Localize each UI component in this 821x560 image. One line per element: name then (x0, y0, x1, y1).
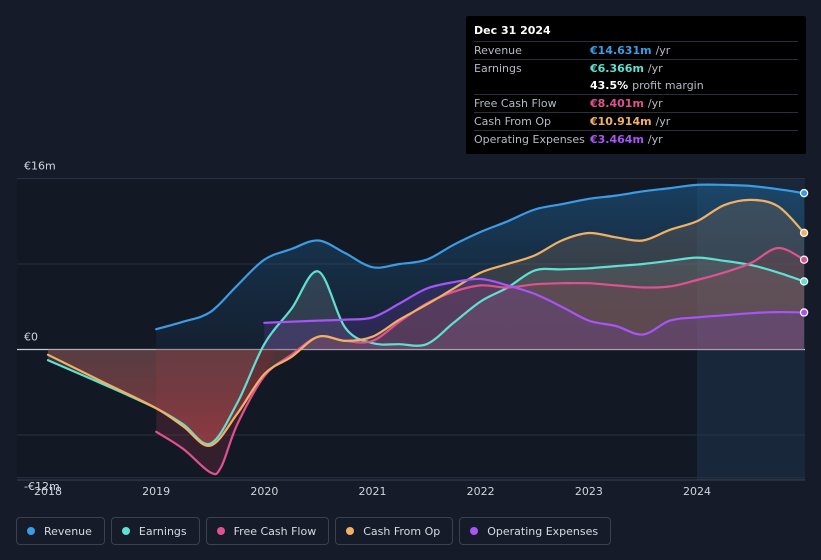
revenue-line (155, 183, 806, 331)
tooltip-label: Earnings (474, 62, 522, 75)
free-cash-flow-area (156, 247, 805, 475)
free-cash-flow-line (155, 246, 806, 476)
tooltip-unit: /yr (647, 97, 663, 110)
operating-expenses-area (264, 278, 805, 350)
legend-dot-icon (27, 527, 35, 535)
tooltip-unit: /yr (647, 62, 663, 75)
tooltip-value: €8.401m (590, 97, 644, 110)
revenue-end-marker (799, 188, 809, 198)
legend-item-cash-from-op[interactable]: Cash From Op (335, 517, 454, 545)
tooltip-panel: Dec 31 2024 Revenue €14.631m /yr Earning… (466, 16, 806, 154)
tooltip-row-earnings: Earnings €6.366m /yr (474, 59, 798, 77)
y-axis-tick-label: €0 (24, 331, 38, 344)
tooltip-value: 43.5% (590, 79, 629, 92)
tooltip-row-profit-margin: 43.5% profit margin (474, 77, 798, 94)
tooltip-label: Free Cash Flow (474, 97, 557, 110)
tooltip-label: Cash From Op (474, 115, 552, 128)
x-axis-tick-label: 2024 (683, 485, 711, 498)
tooltip-date: Dec 31 2024 (474, 24, 551, 37)
x-axis-tick-label: 2023 (575, 485, 603, 498)
tooltip-value: €10.914m (590, 115, 652, 128)
legend-item-free-cash-flow[interactable]: Free Cash Flow (205, 517, 330, 545)
revenue-area (156, 184, 805, 350)
y-axis-tick-label: €16m (24, 160, 56, 173)
earnings-line (46, 256, 806, 446)
legend-label: Free Cash Flow (233, 524, 317, 538)
cash-from-op-end-marker (799, 228, 809, 238)
legend-item-revenue[interactable]: Revenue (16, 517, 105, 545)
tooltip-row-revenue: Revenue €14.631m /yr (474, 41, 798, 59)
operating-expenses-end-marker (799, 308, 809, 317)
tooltip-value: €3.464m (590, 133, 644, 146)
x-axis-tick-label: 2022 (467, 485, 495, 498)
tooltip-value: €6.366m (590, 62, 644, 75)
tooltip-label (474, 77, 590, 94)
legend-label: Cash From Op (363, 524, 441, 538)
legend-item-earnings[interactable]: Earnings (110, 517, 200, 545)
earnings-end-marker (799, 277, 809, 286)
legend-label: Earnings (138, 524, 187, 538)
x-axis-tick-label: 2020 (250, 485, 278, 498)
tooltip-unit: /yr (655, 115, 671, 128)
tooltip-row-operating-expenses: Operating Expenses €3.464m /yr (474, 130, 798, 148)
tooltip-unit: /yr (655, 44, 671, 57)
tooltip-unit: /yr (647, 133, 663, 146)
tooltip-label: Revenue (474, 44, 522, 57)
x-axis-tick-label: 2019 (142, 485, 170, 498)
legend-item-operating-expenses[interactable]: Operating Expenses (459, 517, 612, 545)
tooltip-label: Operating Expenses (474, 133, 585, 146)
tooltip-value: €14.631m (590, 44, 652, 57)
tooltip-row-free-cash-flow: Free Cash Flow €8.401m /yr (474, 94, 798, 112)
x-axis-tick-label: 2018 (34, 485, 62, 498)
legend-dot-icon (216, 527, 225, 535)
legend-label: Operating Expenses (487, 524, 599, 538)
legend-dot-icon (346, 527, 355, 535)
legend-dot-icon (121, 527, 130, 535)
operating-expenses-line (263, 277, 806, 336)
loss-region-area (48, 349, 276, 446)
legend: Revenue Earnings Free Cash Flow Cash Fro… (16, 517, 612, 545)
legend-dot-icon (470, 527, 479, 535)
y-axis-tick-label: -€12m (24, 480, 60, 493)
tooltip-unit: profit margin (632, 79, 704, 92)
x-axis-tick-label: 2021 (359, 485, 387, 498)
free-cash-flow-end-marker (799, 255, 809, 264)
cash-from-op-line (46, 198, 806, 447)
legend-label: Revenue (44, 524, 92, 538)
tooltip-row-cash-from-op: Cash From Op €10.914m /yr (474, 112, 798, 130)
